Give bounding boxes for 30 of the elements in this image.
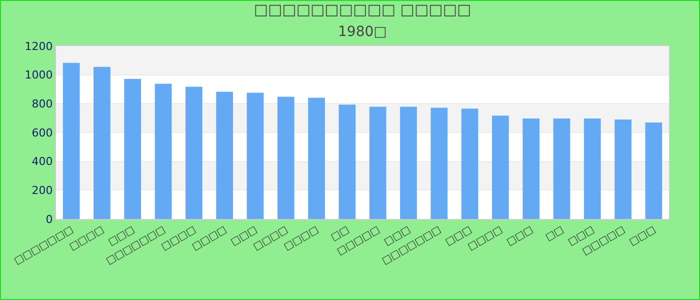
bar	[369, 106, 386, 219]
y-tick-label: 600	[32, 126, 53, 140]
chart-subtitle: 1980□	[338, 24, 387, 40]
bar	[584, 118, 601, 219]
bar	[400, 106, 417, 219]
bar	[522, 118, 540, 219]
bar	[94, 66, 110, 219]
bar	[246, 92, 264, 219]
bar	[154, 84, 172, 219]
bar	[492, 116, 509, 219]
bar	[614, 120, 632, 219]
bar	[277, 96, 294, 219]
bar	[338, 104, 356, 219]
x-tick-label: □□	[544, 224, 566, 244]
bar	[430, 108, 448, 219]
bar	[62, 62, 80, 219]
y-tick-label: 1200	[24, 40, 53, 53]
chart-title: □□□□□□□□□□ □□□□□	[254, 0, 472, 18]
y-tick-label: 1000	[24, 68, 53, 82]
y-tick-label: 800	[32, 98, 53, 111]
y-tick-label: 0	[46, 212, 53, 226]
y-tick-label: 200	[32, 184, 53, 198]
bar	[186, 86, 202, 219]
bar	[216, 92, 233, 219]
bar	[645, 122, 662, 219]
y-tick-label: 400	[32, 155, 53, 168]
bar	[461, 108, 478, 219]
bar	[308, 98, 325, 219]
bar	[553, 118, 570, 219]
bar	[124, 78, 142, 219]
